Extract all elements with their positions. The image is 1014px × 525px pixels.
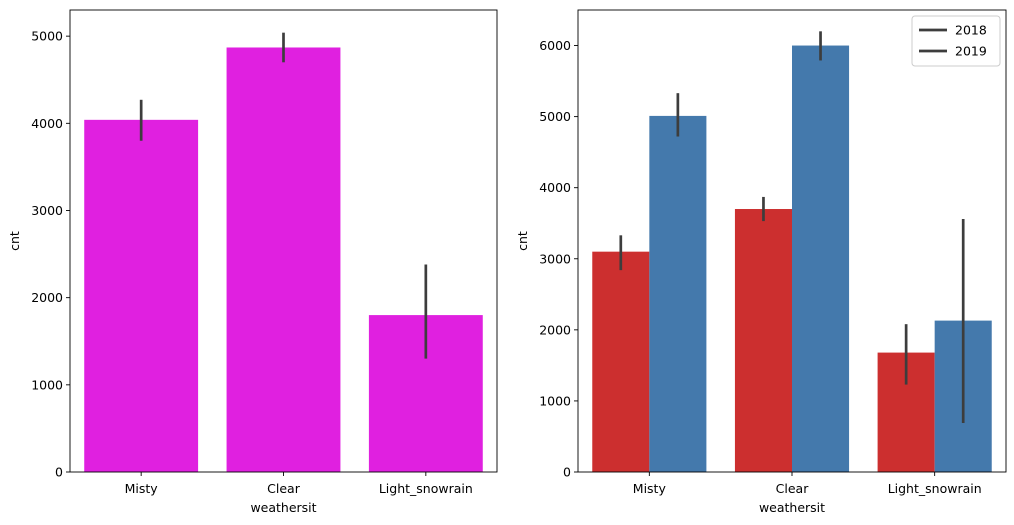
bar-2018-clear [734, 209, 792, 472]
bar-2019-clear [792, 45, 850, 473]
y-tick-label-0: 0 [55, 465, 63, 480]
bar-misty [84, 119, 199, 473]
bar-2019-misty [649, 115, 707, 473]
legend-box [911, 15, 1001, 67]
legend-label-2019: 2019 [955, 44, 987, 59]
x-tick-label-misty: Misty [125, 481, 159, 496]
x-tick-label-misty: Misty [633, 481, 667, 496]
y-axis-label-1: cnt [7, 231, 22, 251]
x-tick-label-light_snowrain: Light_snowrain [379, 481, 473, 496]
y-tick-label-1000: 1000 [539, 393, 571, 408]
y-tick-label-0: 0 [563, 465, 571, 480]
y-axis-label-2: cnt [515, 231, 530, 251]
x-axis-label-2: weathersit [759, 500, 825, 515]
y-tick-label-4000: 4000 [31, 116, 63, 131]
x-tick-label-clear: Clear [267, 481, 301, 496]
y-tick-label-5000: 5000 [539, 109, 571, 124]
y-tick-label-2000: 2000 [539, 322, 571, 337]
bar-2018-misty [592, 251, 650, 472]
y-tick-label-5000: 5000 [31, 29, 63, 44]
y-tick-label-3000: 3000 [31, 203, 63, 218]
x-axis-label-1: weathersit [250, 500, 316, 515]
y-tick-label-2000: 2000 [31, 290, 63, 305]
y-tick-label-6000: 6000 [539, 38, 571, 53]
x-tick-label-light_snowrain: Light_snowrain [888, 481, 982, 496]
y-tick-label-4000: 4000 [539, 180, 571, 195]
y-tick-label-1000: 1000 [31, 377, 63, 392]
bar-clear [226, 47, 341, 472]
x-tick-label-clear: Clear [776, 481, 810, 496]
y-tick-label-3000: 3000 [539, 251, 571, 266]
legend-label-2018: 2018 [955, 23, 987, 38]
